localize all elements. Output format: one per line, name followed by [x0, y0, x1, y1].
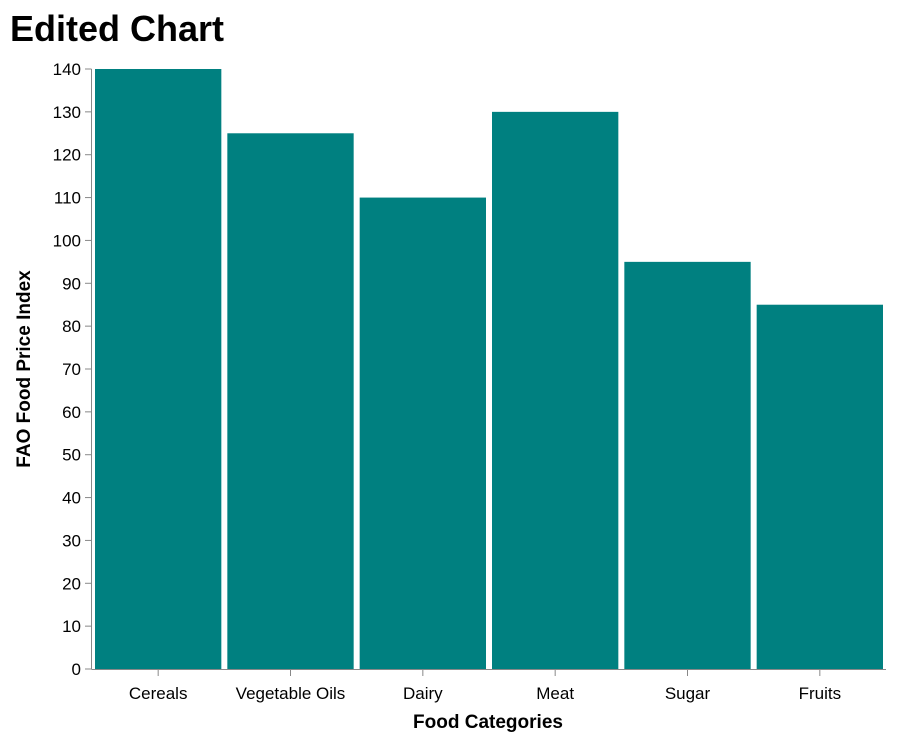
y-tick-label: 90 — [62, 274, 81, 293]
bar-vegetable-oils — [227, 133, 354, 670]
y-tick-label: 70 — [62, 360, 81, 379]
bar-sugar — [624, 261, 751, 669]
y-tick-label: 20 — [62, 574, 81, 593]
y-tick-label: 30 — [62, 531, 81, 550]
x-tick-label: Meat — [536, 684, 574, 703]
y-tick-label: 50 — [62, 446, 81, 465]
x-tick-label: Cereals — [129, 684, 188, 703]
bar-fruits — [756, 304, 883, 669]
x-axis-title: Food Categories — [413, 712, 563, 733]
bar-meat — [492, 111, 619, 670]
x-tick-label: Fruits — [799, 684, 842, 703]
y-tick-label: 100 — [53, 231, 81, 250]
y-tick-label: 0 — [72, 660, 81, 679]
x-axis: Cereals Vegetable Oils Dairy Meat Sugar Fruit… — [91, 669, 886, 703]
x-tick-label: Vegetable Oils — [236, 684, 346, 703]
bar-dairy — [359, 197, 486, 670]
y-tick-label: 110 — [54, 189, 81, 208]
y-axis-title: FAO Food Price Index — [14, 270, 35, 468]
x-tick-label: Dairy — [403, 684, 443, 703]
y-tick-label: 60 — [62, 403, 81, 422]
y-tick-label: 40 — [62, 489, 81, 508]
y-tick-label: 10 — [62, 617, 81, 636]
y-axis: 0 10 20 30 40 50 60 70 80 90 100 110 120 130 140 — [53, 60, 92, 679]
y-tick-label: 140 — [53, 60, 81, 79]
bars-group — [95, 69, 883, 670]
y-tick-label: 80 — [62, 317, 81, 336]
y-tick-label: 120 — [53, 146, 81, 165]
y-tick-label: 130 — [53, 103, 81, 122]
chart-title: Edited Chart — [10, 8, 224, 49]
x-tick-label: Sugar — [665, 684, 711, 703]
bar-cereals — [95, 69, 222, 669]
